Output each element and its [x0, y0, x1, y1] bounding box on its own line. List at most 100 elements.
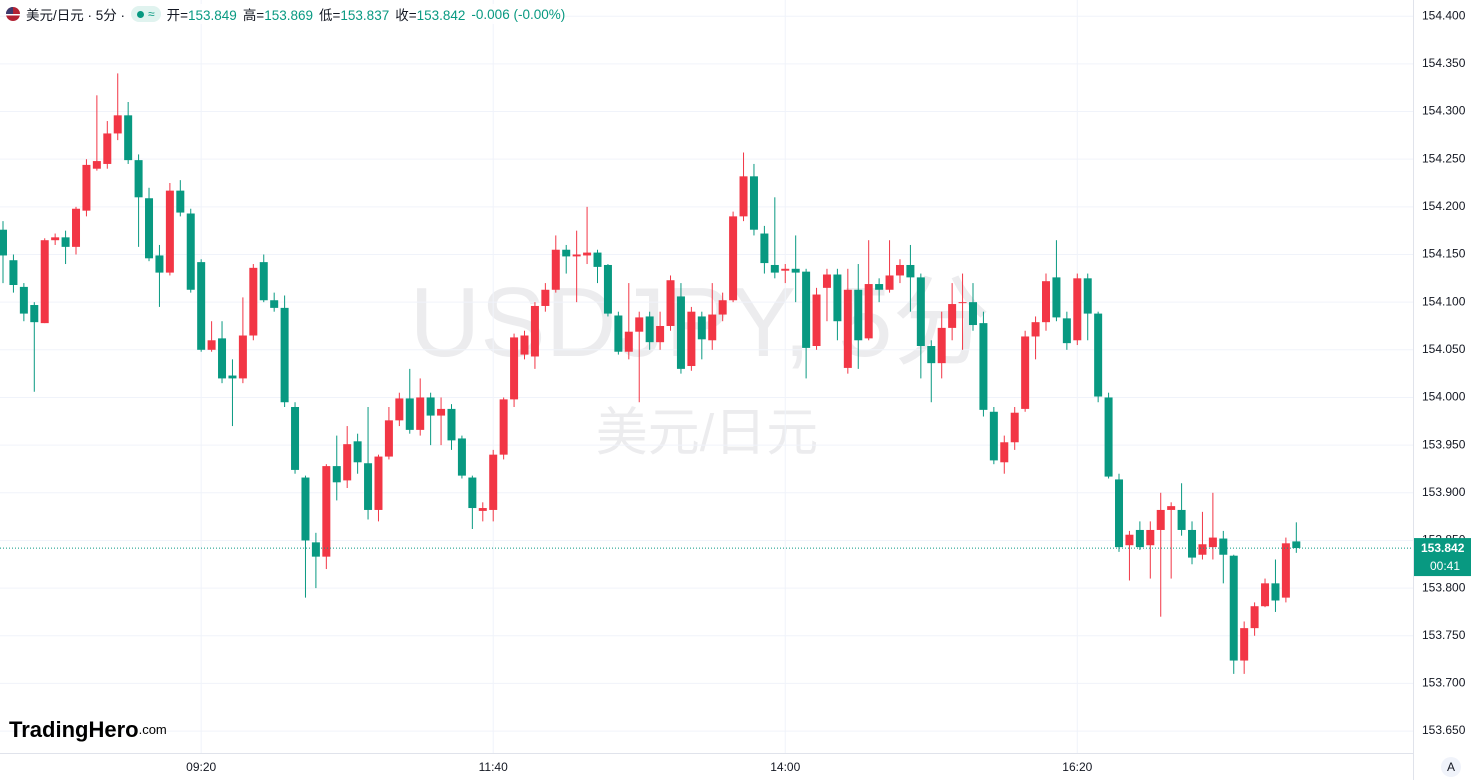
- candle-body: [311, 542, 320, 557]
- candle-body: [103, 133, 112, 164]
- candle-body: [708, 314, 717, 341]
- logo-suffix: .com: [139, 722, 167, 737]
- y-tick-label: 153.900: [1422, 485, 1466, 499]
- candle-body: [948, 304, 957, 328]
- candle-body: [624, 331, 633, 352]
- candle-body: [906, 264, 915, 278]
- candle-body: [541, 289, 550, 306]
- y-tick-label: 153.950: [1422, 437, 1466, 451]
- candle-body: [426, 397, 435, 416]
- y-tick-label: 154.400: [1422, 8, 1466, 22]
- field-value: 153.842: [416, 8, 466, 23]
- candle-body: [1083, 278, 1092, 314]
- candle-body: [656, 325, 665, 343]
- candle-body: [822, 274, 831, 288]
- symbol[interactable]: 美元/日元 · 5分 ·: [26, 8, 126, 23]
- candle-body: [614, 315, 623, 352]
- y-tick-label: 154.200: [1422, 199, 1466, 213]
- candle-body: [1010, 412, 1019, 443]
- candle-body: [238, 335, 247, 379]
- candle-body: [0, 229, 7, 256]
- candle-body: [145, 198, 154, 259]
- candle-body: [1208, 537, 1217, 548]
- field-label: 开=: [166, 8, 188, 23]
- candle-body: [259, 262, 268, 301]
- field-label: 收=: [395, 8, 417, 23]
- candle-body: [1271, 583, 1280, 601]
- candle-body: [937, 327, 946, 364]
- candle-body: [1062, 318, 1071, 344]
- last-price-label: 153.842: [1421, 541, 1465, 555]
- y-tick-label: 153.650: [1422, 723, 1466, 737]
- candle-body: [802, 271, 811, 348]
- candle-body: [676, 296, 685, 369]
- candle-body: [1146, 529, 1155, 546]
- candle-body: [958, 302, 967, 304]
- y-tick-label: 154.000: [1422, 390, 1466, 404]
- candle-body: [478, 508, 487, 511]
- x-tick-label: 16:20: [1062, 760, 1092, 774]
- ohlc-field: 收=153.842: [395, 4, 465, 24]
- field-value: 153.849: [188, 8, 237, 23]
- candle-body: [343, 444, 352, 481]
- candle-body: [353, 441, 362, 463]
- candle-body: [520, 335, 529, 355]
- field-label: 低=: [319, 8, 341, 23]
- candle-body: [1261, 583, 1270, 607]
- field-label: 高=: [242, 8, 265, 23]
- candle-body: [1198, 544, 1207, 555]
- candle-body: [1021, 336, 1030, 409]
- candle-body: [1229, 555, 1238, 661]
- ohlc-fields: 开=153.849 高=153.869 低=153.837 收=153.842: [167, 4, 466, 24]
- candle-body: [40, 240, 49, 324]
- candle-body: [1031, 322, 1040, 337]
- y-tick-label: 154.300: [1422, 104, 1466, 118]
- status-badge[interactable]: ≈: [131, 6, 161, 22]
- candle-body: [843, 289, 852, 368]
- candle-body: [447, 408, 456, 441]
- candle-body: [885, 275, 894, 290]
- candle-body: [19, 286, 28, 314]
- candle-body: [1052, 277, 1061, 318]
- x-tick-label: 09:20: [186, 760, 216, 774]
- candle-body: [739, 176, 748, 217]
- candle-body: [1073, 278, 1082, 341]
- ohlc-field: 低=153.837: [319, 4, 389, 24]
- badge-text: ≈: [148, 7, 155, 21]
- candle-body: [812, 294, 821, 346]
- candle-body: [916, 277, 925, 346]
- candle-body: [593, 252, 602, 267]
- candle-body: [1292, 541, 1301, 549]
- scale-mode-button[interactable]: [1441, 757, 1461, 777]
- logo-name: TradingHero: [9, 717, 139, 742]
- candle-body: [770, 264, 779, 273]
- field-value: 153.837: [340, 8, 390, 23]
- ohlc-field: 高=153.869: [243, 4, 313, 24]
- candle-body: [635, 317, 644, 332]
- candle-body: [562, 249, 571, 257]
- y-tick-label: 154.250: [1422, 151, 1466, 165]
- candle-body: [499, 399, 508, 455]
- candle-body: [718, 300, 727, 315]
- candle-body: [530, 305, 539, 357]
- candle-body: [1188, 529, 1197, 558]
- candle-body: [1219, 538, 1228, 555]
- candle-body: [875, 284, 884, 290]
- candle-body: [510, 337, 519, 400]
- candle-body: [1115, 479, 1124, 548]
- candle-body: [781, 268, 790, 271]
- candle-body: [9, 260, 18, 285]
- y-tick-label: 154.050: [1422, 342, 1466, 356]
- candle-body: [72, 208, 81, 247]
- candle-body: [322, 466, 331, 557]
- candle-body: [82, 164, 91, 211]
- candle-body: [1135, 529, 1144, 548]
- candle-body: [489, 454, 498, 510]
- candle-body: [364, 463, 373, 510]
- candle-body: [1042, 281, 1050, 323]
- candle-body: [1240, 628, 1249, 661]
- field-value: 153.869: [264, 8, 314, 23]
- candle-body: [1094, 313, 1103, 397]
